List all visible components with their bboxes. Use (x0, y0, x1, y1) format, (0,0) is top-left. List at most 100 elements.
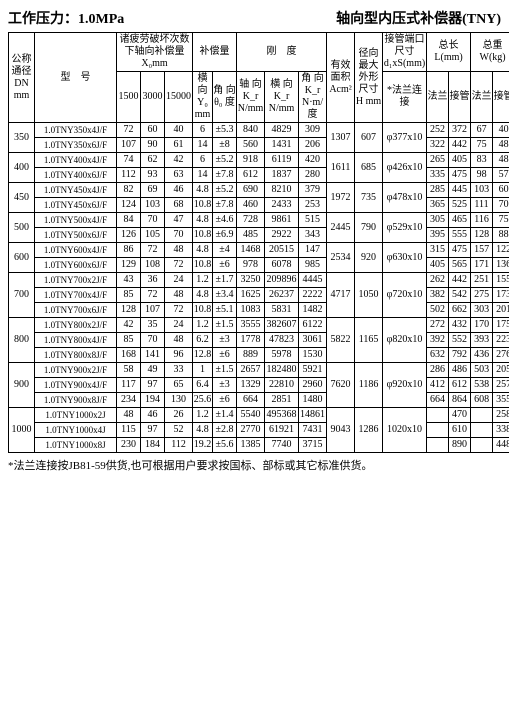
cell-val: 560 (237, 138, 265, 153)
cell-val: 85 (117, 288, 141, 303)
table-row: 1.0TNY1000x8J23018411219.2±5.61385774037… (9, 438, 509, 453)
cell-val: 85 (117, 333, 141, 348)
cell-val: 194 (141, 393, 165, 408)
cell-val: 43 (117, 273, 141, 288)
cell-val: 6122 (299, 318, 327, 333)
cell-val: 1625 (237, 288, 265, 303)
cell-model: 1.0TNY400x6J/F (35, 168, 117, 183)
cell-val: 90 (141, 138, 165, 153)
table-row: 8001.0TNY800x2J/F4235241.2±1.53555382607… (9, 318, 509, 333)
cell-val: 84 (117, 213, 141, 228)
col-y0: 横 向 Y₀ mm (193, 72, 213, 123)
cell-val (427, 408, 449, 423)
cell-val: 68 (165, 198, 193, 213)
cell-val: 486 (449, 363, 471, 378)
cell-port: φ820x10 (383, 318, 427, 363)
cell-val: 48 (117, 408, 141, 423)
cell-val: 432 (449, 318, 471, 333)
cell-val: 124 (117, 198, 141, 213)
cell-val: 26237 (265, 288, 299, 303)
cell-H: 685 (355, 153, 383, 183)
cell-val: ±2.8 (213, 423, 237, 438)
product-title: 轴向型内压式补偿器(TNY) (336, 8, 501, 28)
cell-val: 305 (427, 213, 449, 228)
cell-val: 485 (237, 228, 265, 243)
cell-val: 335 (427, 168, 449, 183)
cell-val: 503 (471, 363, 493, 378)
cell-val: 171 (471, 258, 493, 273)
cell-H: 1286 (355, 408, 383, 453)
cell-val: 141 (141, 348, 165, 363)
cell-val: 1.2 (193, 318, 213, 333)
cell-val: 276 (493, 348, 509, 363)
cell-model: 1.0TNY400x4J/F (35, 153, 117, 168)
table-row: 4501.0TNY450x4J/F8269464.8±5.26908210379… (9, 183, 509, 198)
cell-val: 97 (141, 378, 165, 393)
col-port: 接管端口 尺寸 d₁xS(mm) (383, 33, 427, 72)
cell-val: 365 (427, 198, 449, 213)
cell-val: 382607 (265, 318, 299, 333)
cell-val: 262 (427, 273, 449, 288)
cell-val: 74 (117, 153, 141, 168)
cell-dn: 600 (9, 243, 35, 273)
cell-val: 3250 (237, 273, 265, 288)
table-row: 1.0TNY1000x4J11597524.8±2.82770619217431… (9, 423, 509, 438)
cell-val: 70 (493, 198, 509, 213)
cell-model: 1.0TNY500x4J/F (35, 213, 117, 228)
cell-val: 35 (141, 318, 165, 333)
cell-val: 157 (471, 243, 493, 258)
cell-model: 1.0TNY900x4J/F (35, 378, 117, 393)
cell-val: 3061 (299, 333, 327, 348)
col-comp: 补偿量 (193, 33, 237, 72)
cell-val: 690 (237, 183, 265, 198)
cell-val: 14861 (299, 408, 327, 423)
cell-A: 1972 (327, 183, 355, 213)
cell-val: 184 (141, 438, 165, 453)
col-flange: *法兰连接 (383, 72, 427, 123)
cell-val: 275 (471, 288, 493, 303)
cell-val: 890 (449, 438, 471, 453)
cell-val: 412 (427, 378, 449, 393)
col-15000: 15000 (165, 72, 193, 123)
cell-dn: 900 (9, 363, 35, 408)
cell-val: 52 (165, 423, 193, 438)
cell-val: 3555 (237, 318, 265, 333)
cell-val: 382 (427, 288, 449, 303)
cell-port: 1020x10 (383, 408, 427, 453)
cell-val: 6 (193, 123, 213, 138)
cell-val: 122 (493, 243, 509, 258)
cell-val: 420 (299, 153, 327, 168)
cell-val (427, 438, 449, 453)
cell-val: 93 (141, 168, 165, 183)
cell-A: 7620 (327, 363, 355, 408)
cell-val: ±3.4 (213, 288, 237, 303)
cell-val: 315 (427, 243, 449, 258)
cell-H: 1165 (355, 318, 383, 363)
cell-val: 130 (165, 393, 193, 408)
table-row: 1.0TNY600x6J/F1291087210.8±6978607898540… (9, 258, 509, 273)
cell-val: ±4.6 (213, 213, 237, 228)
col-3000: 3000 (141, 72, 165, 123)
cell-val: 1.2 (193, 408, 213, 423)
col-1500: 1500 (117, 72, 141, 123)
cell-val: ±6.9 (213, 228, 237, 243)
cell-val: 7431 (299, 423, 327, 438)
cell-val: 117 (117, 378, 141, 393)
cell-val: 5978 (265, 348, 299, 363)
cell-val: 4445 (299, 273, 327, 288)
table-row: 10001.0TNY1000x2J4846261.2±1.45540495368… (9, 408, 509, 423)
cell-val: 107 (141, 303, 165, 318)
col-len: 总长 L(mm) (427, 33, 471, 72)
cell-val: ±1.7 (213, 273, 237, 288)
cell-val: 612 (237, 168, 265, 183)
cell-val: 918 (237, 153, 265, 168)
cell-port: φ630x10 (383, 243, 427, 273)
cell-val: ±8 (213, 138, 237, 153)
table-row: 1.0TNY700x4J/F8572484.8±3.41625262372222… (9, 288, 509, 303)
cell-val: 205 (493, 363, 509, 378)
cell-val: 4.8 (193, 288, 213, 303)
cell-val: 75 (471, 138, 493, 153)
cell-val: 10.8 (193, 303, 213, 318)
footnote: *法兰连接按JB81-59供货,也可根据用户要求按国标、部标或其它标准供货。 (8, 457, 501, 473)
cell-val: 9861 (265, 213, 299, 228)
